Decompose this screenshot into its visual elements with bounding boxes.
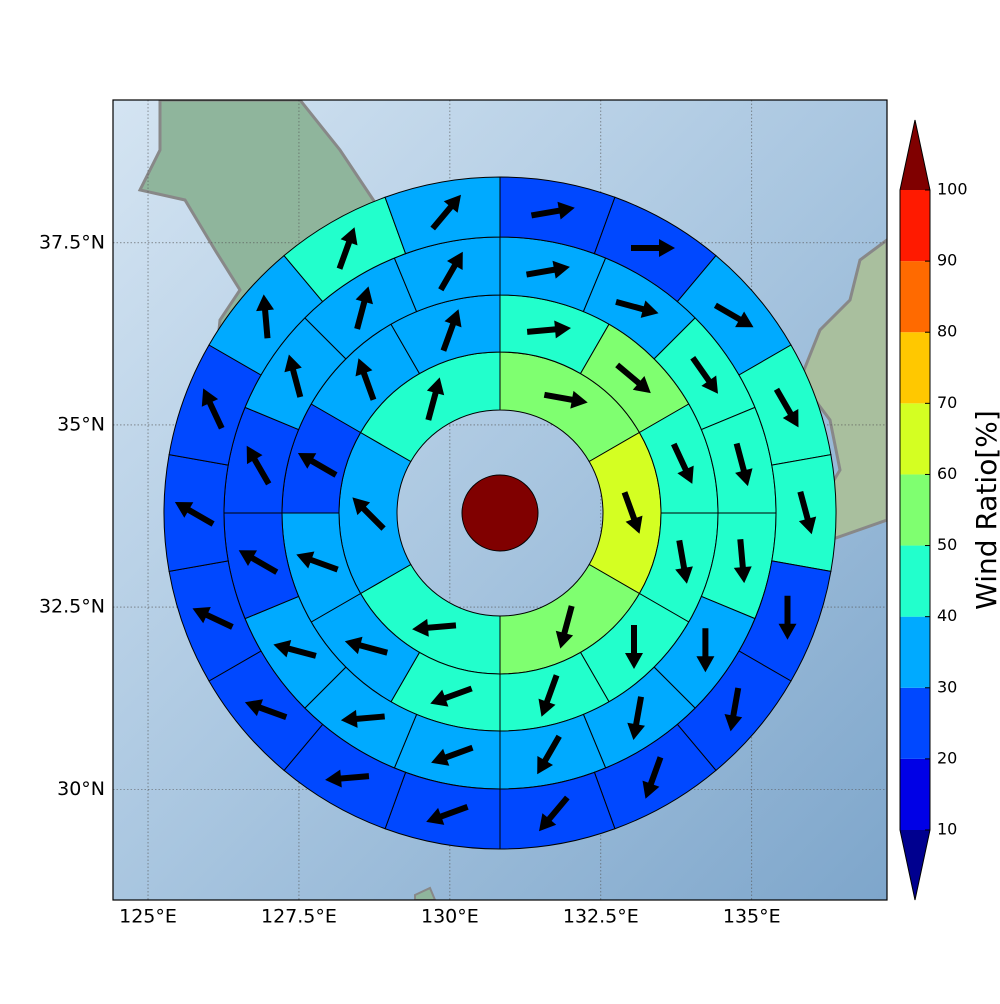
wind-arrow	[773, 387, 799, 428]
lon-tick-label: 135°E	[723, 906, 781, 928]
wind-arrow	[543, 390, 588, 409]
wind-arrow	[296, 551, 339, 573]
wind-arrow	[615, 362, 651, 394]
wind-arrow	[675, 539, 693, 584]
wind-arrow	[344, 636, 388, 656]
wind-arrow	[244, 699, 288, 720]
wind-arrow	[438, 251, 463, 292]
wind-arrow	[631, 239, 675, 257]
colorbar-over	[900, 120, 930, 190]
colorbar-under	[900, 830, 930, 900]
land-island	[414, 886, 437, 900]
wind-arrow	[238, 550, 279, 575]
colorbar-tick-label: 60	[937, 464, 957, 483]
colorbar-bin	[900, 616, 930, 688]
wind-arrow	[642, 756, 664, 799]
wind-arrow	[538, 674, 560, 717]
colorbar-bin	[900, 758, 930, 830]
wind-arrow	[621, 491, 643, 534]
colorbar-tick-label: 100	[937, 180, 968, 199]
colorbar-tick-label: 50	[937, 535, 957, 554]
wind-arrow	[696, 628, 715, 673]
axis-ticks: 125°E 127.5°E 130°E 132.5°E 135°E 30°N 32.5°N 3…	[39, 231, 781, 927]
colorbar-bin	[900, 261, 930, 333]
wind-arrow	[797, 491, 817, 535]
colorbar-bin	[900, 332, 930, 404]
wind-arrow	[530, 201, 575, 220]
wind-arrow	[325, 769, 370, 788]
colorbar-tick-label: 20	[937, 748, 957, 767]
colorbar-bin	[900, 403, 930, 475]
wind-arrow	[430, 685, 473, 707]
lon-tick-label: 132.5°E	[563, 906, 639, 928]
wind-arrow	[192, 607, 234, 630]
wind-arrow	[412, 618, 457, 637]
wind-arrow	[425, 377, 445, 421]
wind-arrow	[713, 302, 754, 328]
colorbar-tick-label: 80	[937, 322, 957, 341]
wind-arrow	[671, 442, 694, 484]
wind-arrow	[426, 804, 469, 825]
wind-arrow	[336, 227, 358, 270]
wind-arrow	[615, 299, 659, 318]
wind-arrow	[431, 744, 474, 766]
wind-arrow	[430, 194, 461, 231]
wind-arrow	[440, 309, 462, 352]
wind-arrow	[201, 388, 225, 430]
colorbar-tick-label: 40	[937, 606, 957, 625]
colorbar-bin	[900, 687, 930, 759]
colorbar-tick-label: 70	[937, 393, 957, 412]
colorbar-bin	[900, 190, 930, 262]
lat-tick-label: 30°N	[57, 778, 105, 800]
wind-arrow	[526, 260, 570, 279]
wind-arrow	[555, 605, 575, 649]
center-cell	[461, 474, 539, 552]
sectors	[163, 176, 837, 850]
wind-arrow	[724, 687, 743, 732]
land-japan	[798, 238, 887, 542]
wind-arrow	[526, 320, 571, 339]
lat-tick-label: 35°N	[57, 413, 105, 435]
lon-tick-label: 125°E	[119, 906, 177, 928]
wind-arrow	[733, 539, 752, 584]
arrows	[174, 194, 817, 832]
wind-arrow	[733, 442, 753, 487]
wind-arrow	[539, 795, 570, 832]
wind-arrow	[297, 453, 338, 478]
colorbar-tick-label: 10	[937, 820, 957, 839]
colorbar-tick-label: 90	[937, 251, 957, 270]
wind-arrow	[352, 497, 386, 531]
wind-arrow	[340, 709, 385, 728]
lat-tick-label: 32.5°N	[39, 596, 105, 618]
wind-arrow	[778, 595, 797, 640]
colorbar: 10 20 30 40 50 60 70 80 90 100	[899, 119, 968, 901]
colorbar-bin	[900, 474, 930, 546]
wind-arrow	[690, 356, 718, 394]
lon-tick-label: 130°E	[421, 906, 479, 928]
lat-tick-label: 37.5°N	[39, 231, 105, 253]
map-frame	[112, 99, 888, 901]
wind-arrow	[174, 502, 215, 527]
colorbar-tick-label: 30	[937, 677, 957, 696]
wind-arrow	[273, 640, 317, 659]
wind-arrow	[627, 696, 645, 740]
wind-arrow	[537, 734, 562, 775]
wind-arrow	[354, 286, 373, 330]
wind-arrow	[246, 445, 272, 486]
wind-arrow	[256, 294, 274, 339]
map-area	[113, 100, 887, 900]
wind-arrow	[625, 625, 643, 669]
lon-tick-label: 127.5°E	[261, 906, 337, 928]
wind-arrow	[284, 354, 304, 398]
colorbar-bin	[900, 545, 930, 617]
wind-arrow	[355, 358, 377, 401]
colorbar-label: Wind Ratio[%]	[970, 410, 1000, 610]
